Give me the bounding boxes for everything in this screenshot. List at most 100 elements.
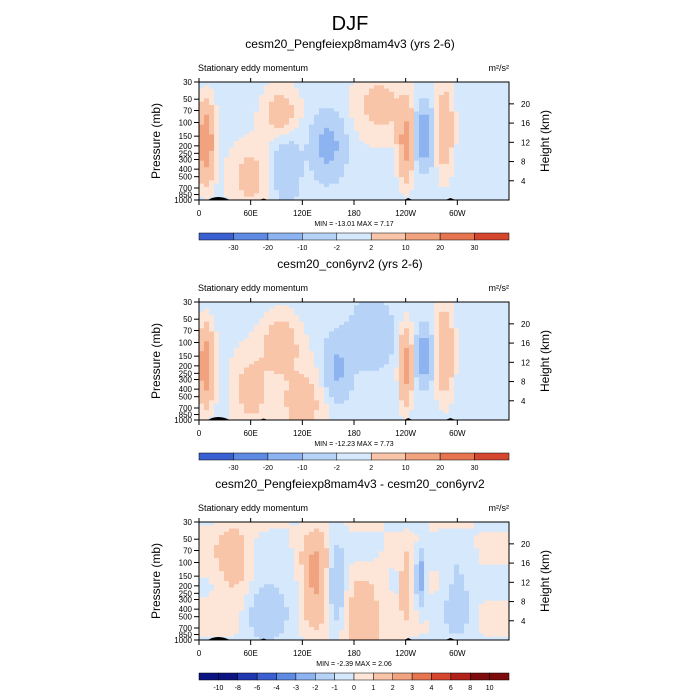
field-cell xyxy=(464,144,470,148)
field-cell xyxy=(224,328,230,332)
field-cell xyxy=(339,341,345,346)
field-cell xyxy=(324,170,330,175)
field-cell xyxy=(379,177,385,181)
colorbar-box xyxy=(474,452,510,461)
field-cell xyxy=(299,137,305,142)
field-cell xyxy=(429,315,435,319)
field-cell xyxy=(369,104,375,109)
field-cell xyxy=(279,183,285,188)
field-cell xyxy=(489,351,495,355)
field-cell xyxy=(439,121,445,126)
field-cell xyxy=(429,374,435,378)
field-cell xyxy=(409,535,415,539)
field-cell xyxy=(264,334,270,339)
field-cell xyxy=(389,525,395,529)
field-cell xyxy=(329,328,335,332)
field-cell xyxy=(244,114,250,119)
field-cell xyxy=(224,196,230,201)
field-cell xyxy=(364,127,370,132)
field-cell xyxy=(489,387,495,391)
field-cell xyxy=(279,390,285,395)
field-cell xyxy=(479,163,485,168)
field-cell xyxy=(204,144,210,148)
field-cell xyxy=(329,383,335,388)
field-cell xyxy=(274,341,280,346)
field-cell xyxy=(244,538,250,543)
field-cell xyxy=(479,361,485,365)
field-cell xyxy=(264,190,270,194)
field-cell xyxy=(414,183,420,188)
field-cell xyxy=(284,374,290,378)
field-cell xyxy=(429,531,435,536)
field-cell xyxy=(254,88,260,93)
field-cell xyxy=(389,186,395,191)
field-cell xyxy=(499,315,505,319)
field-cell xyxy=(394,318,400,323)
field-cell xyxy=(234,186,240,191)
field-cell xyxy=(334,538,340,543)
field-cell xyxy=(384,324,390,329)
field-cell xyxy=(499,528,505,533)
field-cell xyxy=(409,403,415,408)
field-cell xyxy=(294,95,300,99)
field-cell xyxy=(449,167,455,171)
field-cell xyxy=(219,111,225,116)
colorbar-label: -20 xyxy=(263,245,273,252)
field-cell xyxy=(504,144,510,148)
field-cell xyxy=(279,302,285,306)
field-cell xyxy=(289,173,295,178)
field-cell xyxy=(359,144,365,148)
field-cell xyxy=(209,390,215,395)
field-cell xyxy=(429,413,435,418)
field-cell xyxy=(234,154,240,158)
field-cell xyxy=(289,170,295,175)
field-cell xyxy=(469,108,475,112)
field-cell xyxy=(394,334,400,339)
field-cell xyxy=(409,324,415,329)
field-cell xyxy=(384,91,390,96)
field-cell xyxy=(379,160,385,165)
field-cell xyxy=(294,160,300,165)
field-cell xyxy=(379,377,385,382)
field-cell xyxy=(399,186,405,191)
field-cell xyxy=(324,390,330,395)
field-cell xyxy=(314,318,320,323)
field-cell xyxy=(259,406,265,411)
field-cell xyxy=(424,315,430,319)
field-cell xyxy=(229,374,235,378)
field-cell xyxy=(459,380,465,385)
field-cell xyxy=(359,347,365,352)
field-cell xyxy=(209,180,215,185)
field-cell xyxy=(489,410,495,414)
field-cell xyxy=(209,114,215,119)
field-cell xyxy=(359,91,365,96)
field-cell xyxy=(484,98,490,103)
field-cell xyxy=(439,82,445,86)
field-cell xyxy=(244,410,250,414)
field-cell xyxy=(399,137,405,142)
field-cell xyxy=(204,338,210,342)
field-cell xyxy=(219,91,225,96)
field-cell xyxy=(224,157,230,162)
field-cell xyxy=(344,531,350,536)
field-cell xyxy=(274,383,280,388)
field-cell xyxy=(359,183,365,188)
field-cell xyxy=(339,535,345,539)
field-cell xyxy=(384,347,390,352)
field-cell xyxy=(399,374,405,378)
field-cell xyxy=(434,413,440,418)
field-cell xyxy=(314,334,320,339)
field-cell xyxy=(349,88,355,93)
field-cell xyxy=(199,118,205,122)
field-cell xyxy=(439,406,445,411)
field-cell xyxy=(244,528,250,533)
field-cell xyxy=(209,91,215,96)
field-cell xyxy=(399,305,405,309)
field-cell xyxy=(224,377,230,382)
field-cell xyxy=(299,127,305,132)
field-cell xyxy=(364,347,370,352)
field-cell xyxy=(404,367,410,372)
field-cell xyxy=(309,403,315,408)
field-cell xyxy=(224,118,230,122)
field-cell xyxy=(504,170,510,175)
